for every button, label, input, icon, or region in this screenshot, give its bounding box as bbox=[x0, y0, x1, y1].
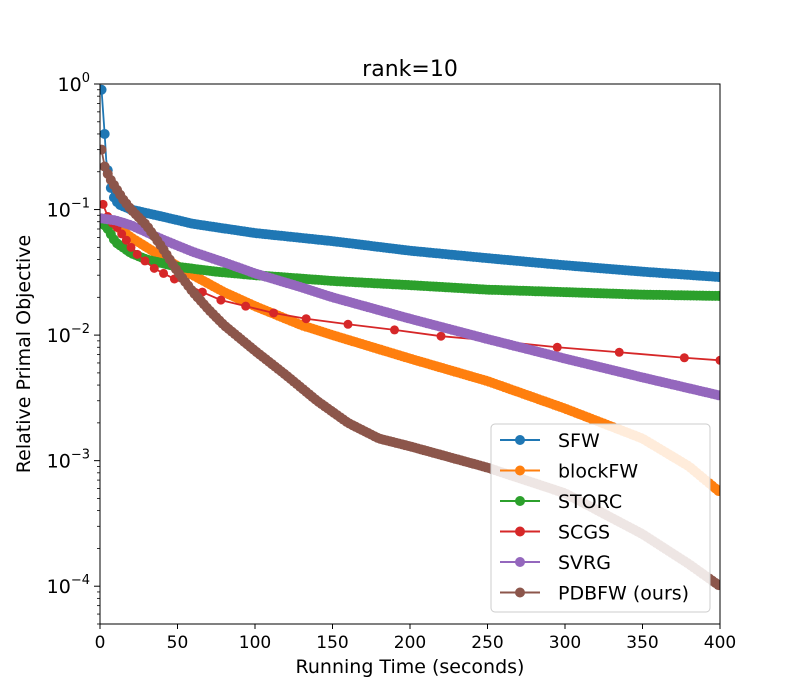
legend-swatch-marker bbox=[515, 587, 525, 598]
legend-swatch-marker bbox=[515, 557, 525, 567]
data-point bbox=[100, 199, 108, 209]
legend-label: blockFW bbox=[558, 461, 638, 483]
x-tick-label: 150 bbox=[316, 633, 348, 653]
legend: SFW blockFW STORC SCGS SVRG PDBFW (ours) bbox=[490, 423, 711, 613]
data-point bbox=[100, 128, 110, 139]
data-point bbox=[126, 242, 136, 252]
y-tick-label: 10−3 bbox=[47, 448, 90, 473]
y-tick-label: 100 bbox=[58, 71, 90, 96]
data-point bbox=[269, 308, 279, 318]
legend-item: SVRG bbox=[500, 552, 611, 574]
data-point bbox=[100, 144, 107, 155]
data-point bbox=[100, 84, 107, 95]
data-point bbox=[390, 325, 399, 335]
data-point bbox=[241, 301, 251, 311]
chart-title: rank=10 bbox=[362, 57, 458, 82]
data-point bbox=[713, 485, 720, 496]
x-tick-label: 0 bbox=[95, 633, 106, 653]
x-tick-label: 50 bbox=[167, 633, 189, 653]
data-point bbox=[614, 347, 624, 357]
data-point bbox=[713, 390, 720, 401]
data-point bbox=[679, 353, 689, 363]
legend-swatch-marker bbox=[515, 435, 525, 445]
y-axis: 100 10−1 10−2 10−3 10−4 bbox=[47, 71, 100, 625]
data-point bbox=[715, 355, 720, 365]
legend-label: PDBFW (ours) bbox=[558, 583, 689, 605]
legend-item: blockFW bbox=[500, 461, 638, 483]
x-tick-label: 100 bbox=[239, 633, 271, 653]
series-svrg bbox=[100, 213, 720, 401]
legend-item: SCGS bbox=[500, 522, 610, 544]
legend-label: SFW bbox=[558, 430, 600, 452]
x-axis: 0 50 100 150 200 250 300 350 400 bbox=[95, 624, 736, 653]
data-point bbox=[552, 342, 562, 352]
data-point bbox=[117, 229, 127, 239]
x-axis-label: Running Time (seconds) bbox=[296, 656, 525, 678]
legend-swatch-marker bbox=[515, 496, 525, 506]
data-point bbox=[216, 295, 226, 305]
data-point bbox=[159, 268, 169, 278]
x-tick-label: 250 bbox=[471, 633, 503, 653]
legend-swatch-marker bbox=[515, 526, 525, 537]
data-point bbox=[436, 331, 446, 341]
legend-item: PDBFW (ours) bbox=[500, 583, 689, 605]
legend-label: STORC bbox=[558, 491, 622, 513]
data-point bbox=[713, 271, 720, 282]
data-point bbox=[132, 249, 142, 259]
data-point bbox=[713, 290, 720, 301]
legend-box bbox=[490, 423, 711, 613]
data-point bbox=[343, 319, 353, 329]
x-tick-label: 200 bbox=[394, 633, 426, 653]
data-point bbox=[713, 580, 720, 591]
y-tick-label: 10−2 bbox=[47, 322, 90, 347]
legend-label: SVRG bbox=[558, 552, 611, 574]
series-layer bbox=[100, 84, 720, 591]
x-tick-label: 300 bbox=[549, 633, 581, 653]
data-point bbox=[301, 314, 311, 324]
legend-label: SCGS bbox=[558, 522, 610, 544]
y-tick-label: 10−4 bbox=[47, 573, 90, 598]
data-point bbox=[140, 256, 150, 266]
y-tick-label: 10−1 bbox=[47, 197, 90, 222]
legend-swatch-marker bbox=[515, 465, 525, 476]
legend-item: STORC bbox=[500, 491, 622, 513]
data-point bbox=[121, 235, 131, 245]
legend-item: SFW bbox=[500, 430, 600, 452]
data-point bbox=[149, 263, 159, 273]
x-tick-label: 400 bbox=[704, 633, 736, 653]
y-axis-label: Relative Primal Objective bbox=[13, 235, 35, 473]
x-tick-label: 350 bbox=[626, 633, 658, 653]
